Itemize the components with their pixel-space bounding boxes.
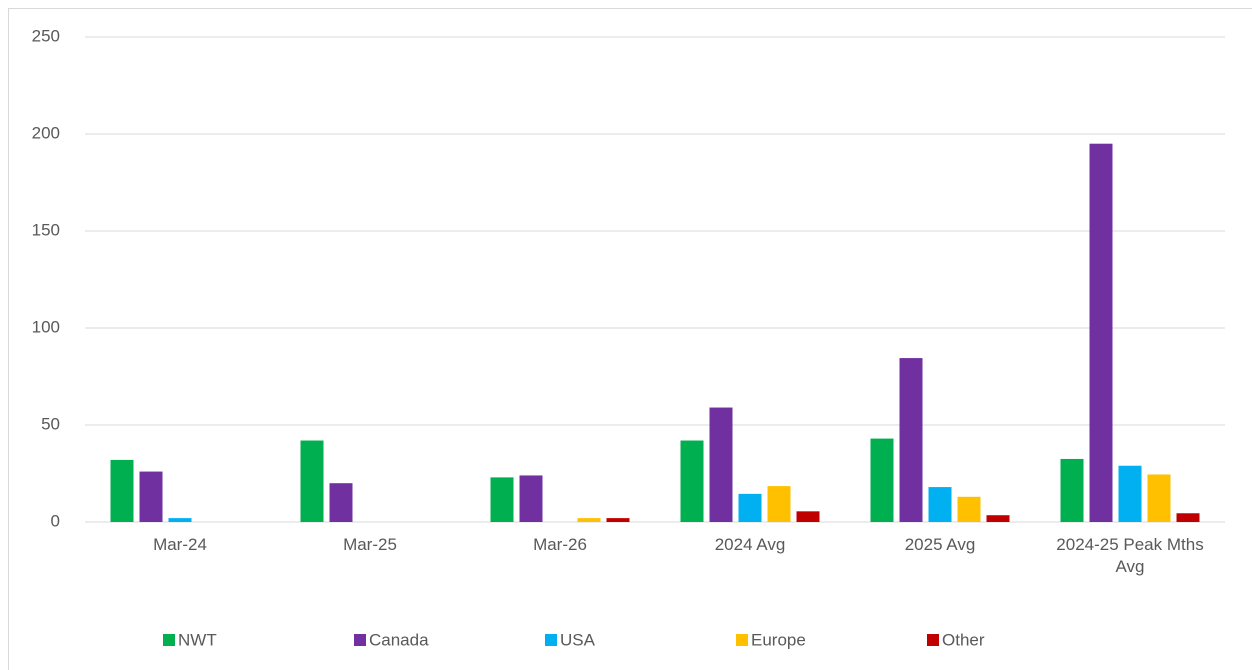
- x-tick-label: Mar-25: [343, 535, 397, 554]
- bar: [986, 515, 1010, 522]
- bar: [738, 493, 762, 522]
- bar: [168, 518, 192, 522]
- y-tick-label: 200: [32, 123, 60, 142]
- bar: [899, 358, 923, 522]
- x-tick-label: 2025 Avg: [904, 535, 976, 554]
- x-tick-label: 2024 Avg: [714, 535, 786, 554]
- legend-label: Canada: [369, 630, 429, 649]
- legend-swatch: [163, 634, 175, 646]
- x-tick-label: 2024-25 Peak Mths Avg: [1056, 535, 1204, 576]
- bar: [1089, 143, 1113, 522]
- legend-swatch: [354, 634, 366, 646]
- y-tick-label: 100: [32, 317, 60, 336]
- bar: [709, 407, 733, 522]
- x-tick-label: Mar-24: [153, 535, 207, 554]
- y-tick-label: 150: [32, 220, 60, 239]
- legend-label: Other: [942, 630, 985, 649]
- legend-label: NWT: [178, 630, 217, 649]
- bar: [490, 477, 514, 522]
- x-tick-label: Mar-26: [533, 535, 587, 554]
- bar: [957, 496, 981, 522]
- legend-swatch: [545, 634, 557, 646]
- bar: [139, 471, 163, 522]
- bar: [577, 518, 601, 522]
- y-tick-label: 0: [51, 511, 60, 530]
- legend-label: Europe: [751, 630, 806, 649]
- bar: [680, 440, 704, 522]
- bar: [767, 486, 791, 522]
- bar: [519, 475, 543, 522]
- bar: [1176, 513, 1200, 522]
- bar: [300, 440, 324, 522]
- bar: [1118, 465, 1142, 522]
- bar: [110, 459, 134, 522]
- chart-border: [8, 8, 1252, 670]
- y-tick-label: 250: [32, 26, 60, 45]
- bar: [606, 518, 630, 522]
- y-tick-label: 50: [41, 414, 60, 433]
- bar: [1147, 474, 1171, 522]
- bar: [928, 487, 952, 522]
- bar: [1060, 458, 1084, 522]
- bar: [329, 483, 353, 522]
- bar: [796, 511, 820, 522]
- bar: [870, 438, 894, 522]
- legend-label: USA: [560, 630, 596, 649]
- legend-swatch: [736, 634, 748, 646]
- legend-swatch: [927, 634, 939, 646]
